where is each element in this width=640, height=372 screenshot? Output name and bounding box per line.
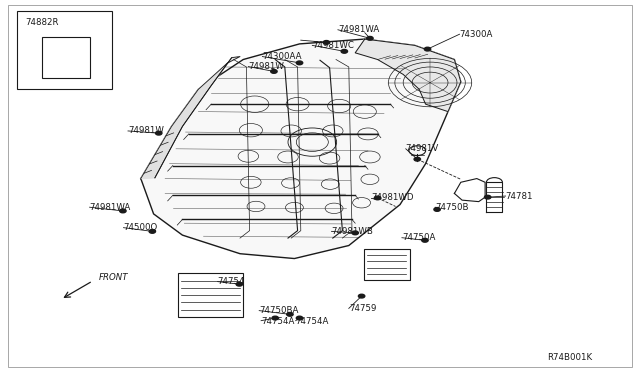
Text: 74981W: 74981W [248,62,284,71]
Text: 74981WC: 74981WC [312,41,354,50]
Circle shape [323,41,330,44]
Circle shape [287,312,293,316]
Circle shape [272,316,278,320]
Text: 74981W: 74981W [128,126,164,135]
Text: 74981WD: 74981WD [371,193,413,202]
Text: 74981WA: 74981WA [90,203,131,212]
Text: R74B001K: R74B001K [547,353,593,362]
Circle shape [358,294,365,298]
Text: 74981WA: 74981WA [338,25,379,34]
Text: 74759: 74759 [349,304,376,313]
Circle shape [352,231,358,235]
Circle shape [424,47,431,51]
Circle shape [236,282,243,286]
Circle shape [296,61,303,65]
Circle shape [149,230,156,233]
Text: 74300A: 74300A [460,30,493,39]
Circle shape [296,316,303,320]
Circle shape [341,49,348,53]
Text: 74500Q: 74500Q [124,223,158,232]
Text: 74981V: 74981V [406,144,439,153]
Text: 74754: 74754 [218,277,245,286]
Circle shape [484,195,491,199]
Circle shape [120,209,126,213]
Circle shape [156,131,162,135]
Circle shape [414,157,420,161]
Bar [42,37,90,78]
Text: 74754A: 74754A [296,317,329,326]
Text: FRONT: FRONT [99,273,129,282]
Polygon shape [141,57,240,179]
Text: 74754A: 74754A [261,317,294,326]
Bar [364,249,410,280]
Circle shape [367,36,373,40]
Text: 74781: 74781 [506,192,533,201]
Text: 74750BA: 74750BA [259,306,299,315]
Circle shape [422,238,428,242]
Circle shape [434,208,440,211]
Polygon shape [141,39,461,259]
Polygon shape [355,39,461,112]
Text: 74750B: 74750B [435,203,468,212]
Bar [178,273,243,317]
Text: 74300AA: 74300AA [262,52,302,61]
Circle shape [374,196,381,200]
Text: 74882R: 74882R [25,18,58,27]
Text: 74750A: 74750A [402,233,435,242]
Circle shape [271,70,277,73]
Bar [17,11,112,89]
Text: 74981WB: 74981WB [332,227,373,236]
